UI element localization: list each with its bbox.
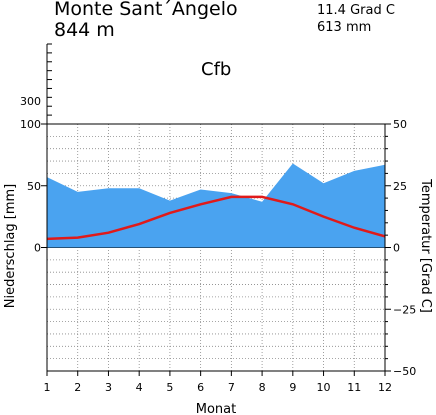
x-tick-label: 2	[74, 381, 81, 394]
x-tick-label: 12	[378, 381, 392, 394]
y-left-tick-label: 50	[27, 180, 41, 193]
x-tick-label: 8	[259, 381, 266, 394]
x-tick-label: 5	[166, 381, 173, 394]
annual-precipitation: 613 mm	[317, 20, 372, 35]
y-left-tick-label: 300	[20, 95, 41, 108]
station-elevation: 844 m	[54, 19, 115, 41]
mean-temperature: 11.4 Grad C	[317, 3, 395, 18]
x-tick-label: 4	[136, 381, 143, 394]
upper-precip-axis	[46, 43, 52, 125]
y-right-axis-label: Temperatur [Grad C]	[418, 178, 433, 313]
x-tick-label: 7	[228, 381, 235, 394]
y-right-tick-label: −25	[393, 303, 416, 316]
y-left-axis-label: Niederschlag [mm]	[3, 184, 18, 309]
y-right-tick-label: 50	[393, 118, 407, 131]
x-tick-label: 6	[197, 381, 204, 394]
y-right-tick-label: 25	[393, 180, 407, 193]
x-tick-label: 10	[317, 381, 331, 394]
y-right-tick-label: −50	[393, 365, 416, 378]
station-name: Monte Sant´Angelo	[54, 0, 238, 20]
axis-ticks	[41, 123, 391, 376]
x-tick-label: 1	[44, 381, 51, 394]
x-axis-label: Monat	[196, 402, 236, 415]
y-left-tick-label: 100	[20, 118, 41, 131]
x-tick-label: 3	[105, 381, 112, 394]
y-right-tick-label: 0	[393, 242, 400, 255]
x-tick-label: 11	[347, 381, 361, 394]
temperature-line	[46, 195, 386, 241]
y-left-tick-label: 0	[34, 242, 41, 255]
x-tick-label: 9	[289, 381, 296, 394]
climate-class: Cfb	[201, 59, 232, 80]
